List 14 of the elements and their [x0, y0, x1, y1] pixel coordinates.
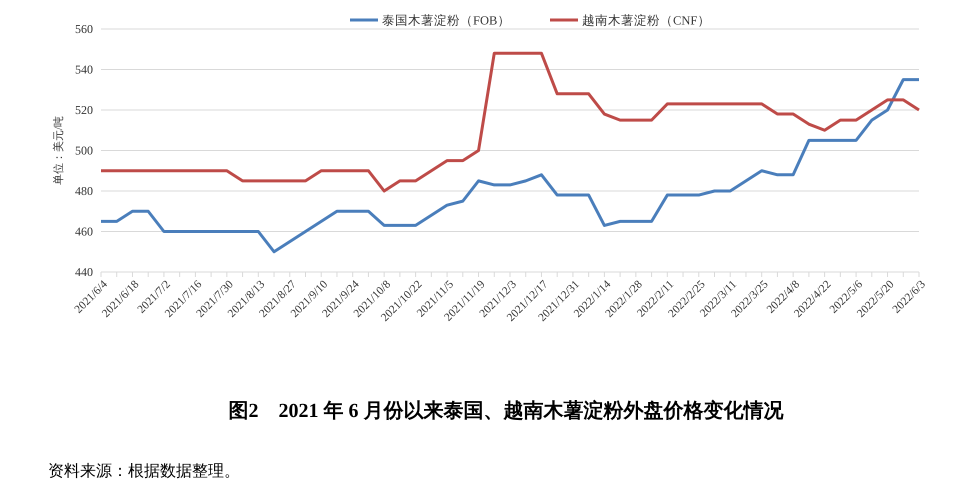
- text: 资料来源：根据数据整理。: [48, 462, 240, 480]
- text: 图2 2021 年 6 月份以来泰国、越南木薯淀粉外盘价格变化情况: [228, 399, 784, 422]
- legend-label: 越南木薯淀粉（CNF）: [582, 13, 710, 28]
- y-tick-label: 560: [75, 22, 93, 36]
- y-tick-label: 520: [75, 103, 93, 118]
- line-series: [100, 52, 920, 192]
- y-axis-title: 单位：美元/吨: [52, 116, 65, 186]
- legend-label: 泰国木薯淀粉（FOB）: [382, 13, 510, 28]
- y-tick-label: 500: [75, 144, 93, 158]
- y-tick-label: 480: [75, 184, 93, 198]
- line-series: [100, 78, 920, 254]
- y-tick-label: 540: [75, 62, 93, 77]
- y-tick-label: 440: [75, 265, 93, 280]
- y-tick-label: 460: [75, 224, 93, 239]
